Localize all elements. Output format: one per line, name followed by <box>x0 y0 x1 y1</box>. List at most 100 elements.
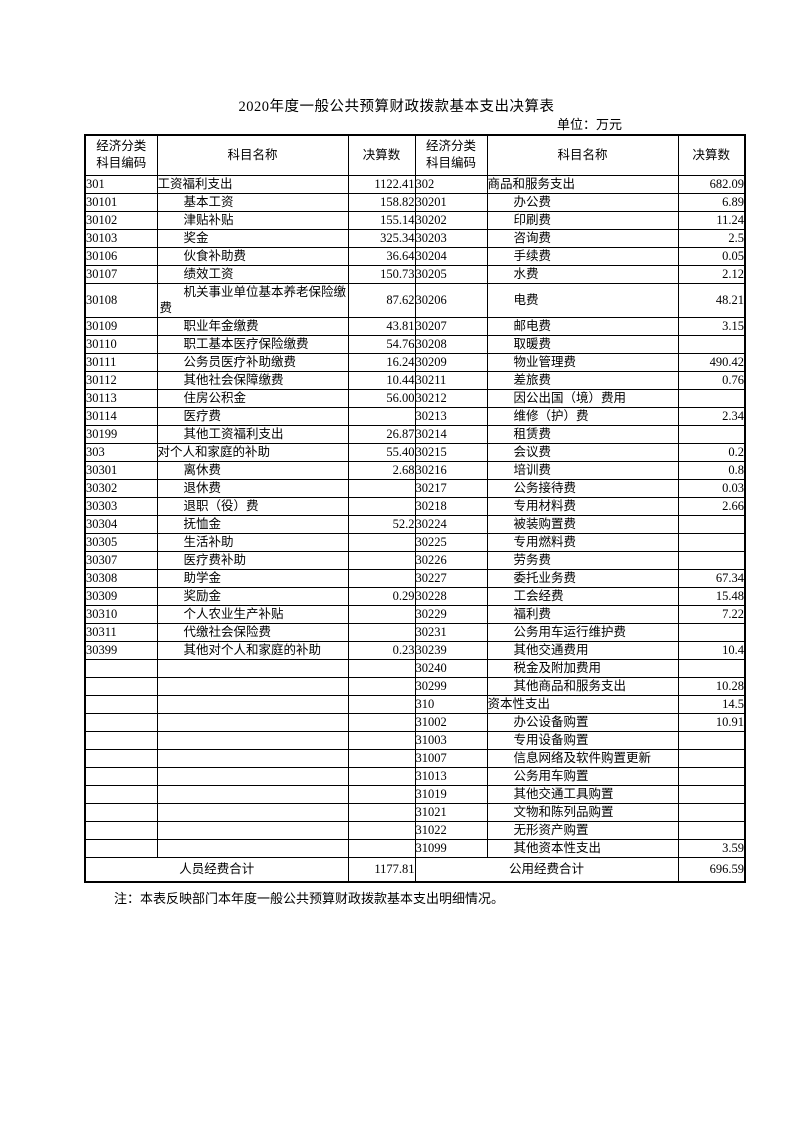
name-cell: 其他社会保障缴费 <box>156 371 349 391</box>
name-cell: 会议费 <box>486 443 679 463</box>
value-cell <box>347 479 416 499</box>
code-cell <box>84 839 158 859</box>
code-cell: 30226 <box>414 551 488 571</box>
name-cell <box>156 731 349 751</box>
value-cell: 7.22 <box>677 605 746 625</box>
name-cell: 其他交通工具购置 <box>486 785 679 805</box>
code-cell: 302 <box>414 174 488 194</box>
table-row: 30102 津贴补贴 155.14 30202 印刷费 11.24 <box>84 210 746 230</box>
code-cell: 30101 <box>84 192 158 212</box>
value-cell <box>347 731 416 751</box>
code-cell: 30113 <box>84 389 158 409</box>
name-cell: 其他交通费用 <box>486 641 679 661</box>
value-cell: 490.42 <box>677 353 746 373</box>
value-cell <box>677 533 746 553</box>
value-cell <box>347 659 416 679</box>
code-cell: 30311 <box>84 623 158 643</box>
table-row: 30302 退休费 30217 公务接待费 0.03 <box>84 479 746 499</box>
name-cell: 差旅费 <box>486 371 679 391</box>
name-cell: 租赁费 <box>486 425 679 445</box>
name-cell: 代缴社会保险费 <box>156 623 349 643</box>
value-cell <box>347 803 416 823</box>
name-cell: 退休费 <box>156 479 349 499</box>
code-cell: 31013 <box>414 767 488 787</box>
value-cell: 0.05 <box>677 246 746 266</box>
table-row: 30114 医疗费 30213 维修（护）费 2.34 <box>84 407 746 427</box>
name-cell: 邮电费 <box>486 317 679 337</box>
code-cell: 30217 <box>414 479 488 499</box>
table-row: 30103 奖金 325.34 30203 咨询费 2.5 <box>84 228 746 248</box>
table-row: 30304 抚恤金 52.2 30224 被装购置费 <box>84 515 746 535</box>
table-row: 30112 其他社会保障缴费 10.44 30211 差旅费 0.76 <box>84 371 746 391</box>
name-cell: 办公设备购置 <box>486 713 679 733</box>
table-row: 31099 其他资本性支出 3.59 <box>84 839 746 859</box>
value-cell: 682.09 <box>677 174 746 194</box>
table-row: 30101 基本工资 158.82 30201 办公费 6.89 <box>84 192 746 212</box>
public-total-label: 公用经费合计 <box>414 857 679 883</box>
code-cell: 30102 <box>84 210 158 230</box>
name-cell: 信息网络及软件购置更新 <box>486 749 679 769</box>
name-cell <box>156 695 349 715</box>
value-cell: 0.8 <box>677 461 746 481</box>
code-cell: 30110 <box>84 335 158 355</box>
code-cell: 30239 <box>414 641 488 661</box>
table-row: 30240 税金及附加费用 <box>84 659 746 679</box>
table-row: 31019 其他交通工具购置 <box>84 785 746 805</box>
code-cell: 31021 <box>414 803 488 823</box>
name-cell: 福利费 <box>486 605 679 625</box>
personnel-total-label: 人员经费合计 <box>84 857 349 883</box>
code-cell: 30225 <box>414 533 488 553</box>
name-cell: 公务用车购置 <box>486 767 679 787</box>
name-cell: 职业年金缴费 <box>156 317 349 337</box>
name-cell: 机关事业单位基本养老保险缴费 <box>156 282 349 319</box>
value-cell <box>347 677 416 697</box>
table-row: 31002 办公设备购置 10.91 <box>84 713 746 733</box>
code-cell: 30399 <box>84 641 158 661</box>
code-cell: 30202 <box>414 210 488 230</box>
value-cell: 0.2 <box>677 443 746 463</box>
name-cell <box>156 785 349 805</box>
table-row: 30301 离休费 2.68 30216 培训费 0.8 <box>84 461 746 481</box>
name-cell <box>156 839 349 859</box>
table-row: 30111 公务员医疗补助缴费 16.24 30209 物业管理费 490.42 <box>84 353 746 373</box>
name-cell: 因公出国（境）费用 <box>486 389 679 409</box>
value-cell <box>347 623 416 643</box>
code-cell: 30212 <box>414 389 488 409</box>
code-cell <box>84 677 158 697</box>
value-cell <box>677 425 746 445</box>
name-cell: 电费 <box>486 282 679 319</box>
code-cell: 31007 <box>414 749 488 769</box>
code-cell <box>84 821 158 841</box>
code-cell <box>84 713 158 733</box>
name-cell: 其他工资福利支出 <box>156 425 349 445</box>
code-cell: 30218 <box>414 497 488 517</box>
page-title: 2020年度一般公共预算财政拨款基本支出决算表 <box>238 99 555 115</box>
code-cell: 301 <box>84 174 158 194</box>
value-cell: 52.2 <box>347 515 416 535</box>
value-cell: 0.03 <box>677 479 746 499</box>
code-cell: 30203 <box>414 228 488 248</box>
name-cell: 咨询费 <box>486 228 679 248</box>
code-cell: 30109 <box>84 317 158 337</box>
value-cell: 55.40 <box>347 443 416 463</box>
value-cell <box>677 659 746 679</box>
value-cell: 6.89 <box>677 192 746 212</box>
name-cell: 抚恤金 <box>156 515 349 535</box>
value-cell <box>347 533 416 553</box>
name-cell: 生活补助 <box>156 533 349 553</box>
column-header-name-right: 科目名称 <box>486 134 679 176</box>
code-cell: 30227 <box>414 569 488 589</box>
code-cell: 30209 <box>414 353 488 373</box>
column-header-amount-right: 决算数 <box>677 134 746 176</box>
value-cell <box>677 749 746 769</box>
code-cell <box>84 749 158 769</box>
code-cell: 30303 <box>84 497 158 517</box>
code-cell: 30214 <box>414 425 488 445</box>
name-cell: 物业管理费 <box>486 353 679 373</box>
code-cell: 30228 <box>414 587 488 607</box>
code-cell: 30231 <box>414 623 488 643</box>
code-cell: 30299 <box>414 677 488 697</box>
table-row: 30108 机关事业单位基本养老保险缴费 87.62 30206 电费 48.21 <box>84 282 746 319</box>
name-cell: 助学金 <box>156 569 349 589</box>
table-row: 31007 信息网络及软件购置更新 <box>84 749 746 769</box>
